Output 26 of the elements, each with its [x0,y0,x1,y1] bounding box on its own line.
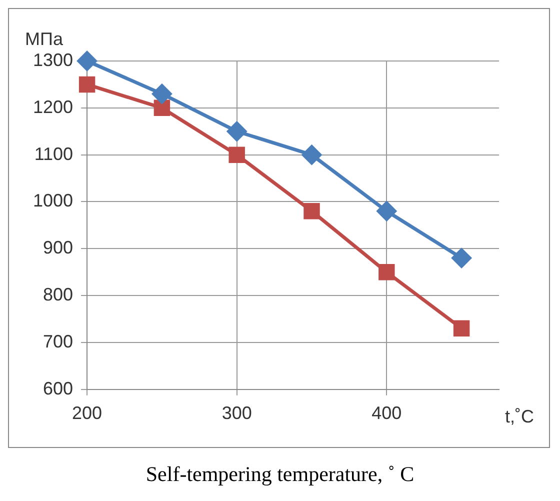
y-tick-label: 800 [42,284,74,305]
y-axis-title: МПа [25,28,64,49]
point [152,84,172,104]
y-tick-label: 1000 [32,190,74,211]
point [378,264,395,280]
point [77,51,97,71]
point [304,203,320,220]
y-tick-label: 900 [42,238,74,258]
point [227,122,247,142]
point [154,100,170,116]
y-tick-label: 700 [42,331,74,352]
x-tick-label: 400 [372,403,402,424]
y-tick-label: 1300 [32,50,74,70]
y-tick-label: 1200 [32,96,74,117]
point [452,248,472,268]
point [376,201,396,221]
x-tick-label: 200 [72,403,102,424]
point [302,145,322,165]
y-tick-label: 600 [42,378,74,398]
point [78,76,96,93]
point [228,146,245,163]
x-tick-label: 300 [222,403,252,424]
y-tick-label: 1100 [34,144,74,164]
point [453,320,470,337]
text: Self-tempering temperature, ˚ C [144,462,416,487]
x-axis-title: t,˚C [505,406,534,426]
